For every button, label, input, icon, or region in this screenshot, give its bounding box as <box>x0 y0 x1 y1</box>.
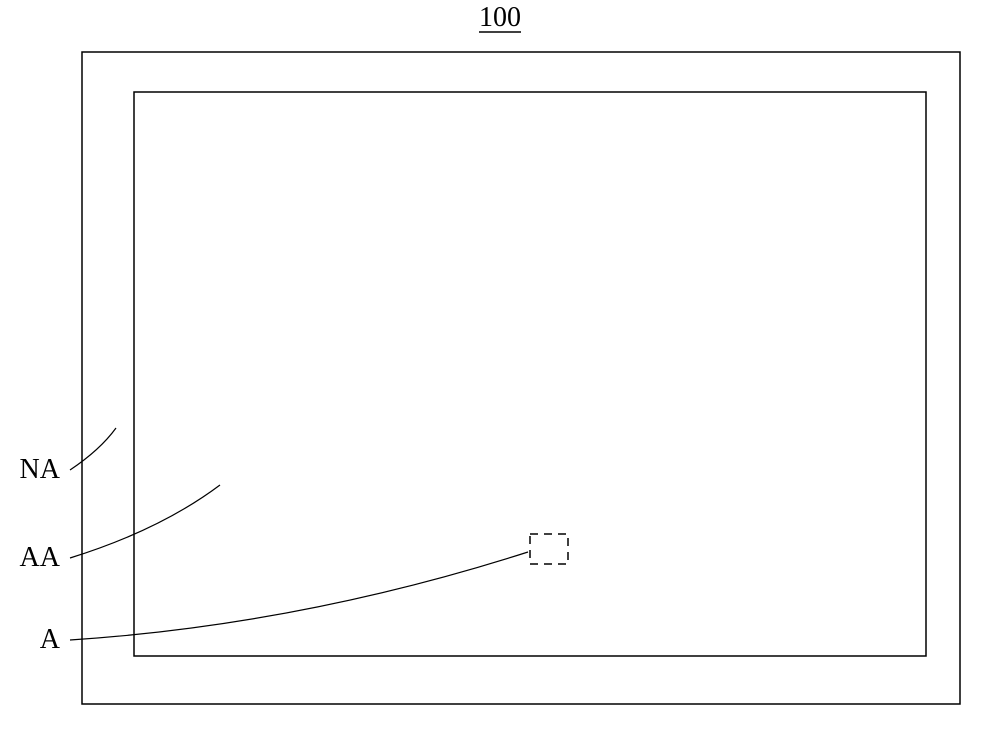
figure-number: 100 <box>479 2 521 33</box>
canvas-bg <box>0 0 1000 734</box>
label-aa: AA <box>20 542 61 573</box>
label-a: A <box>40 624 61 655</box>
label-na: NA <box>20 454 61 485</box>
